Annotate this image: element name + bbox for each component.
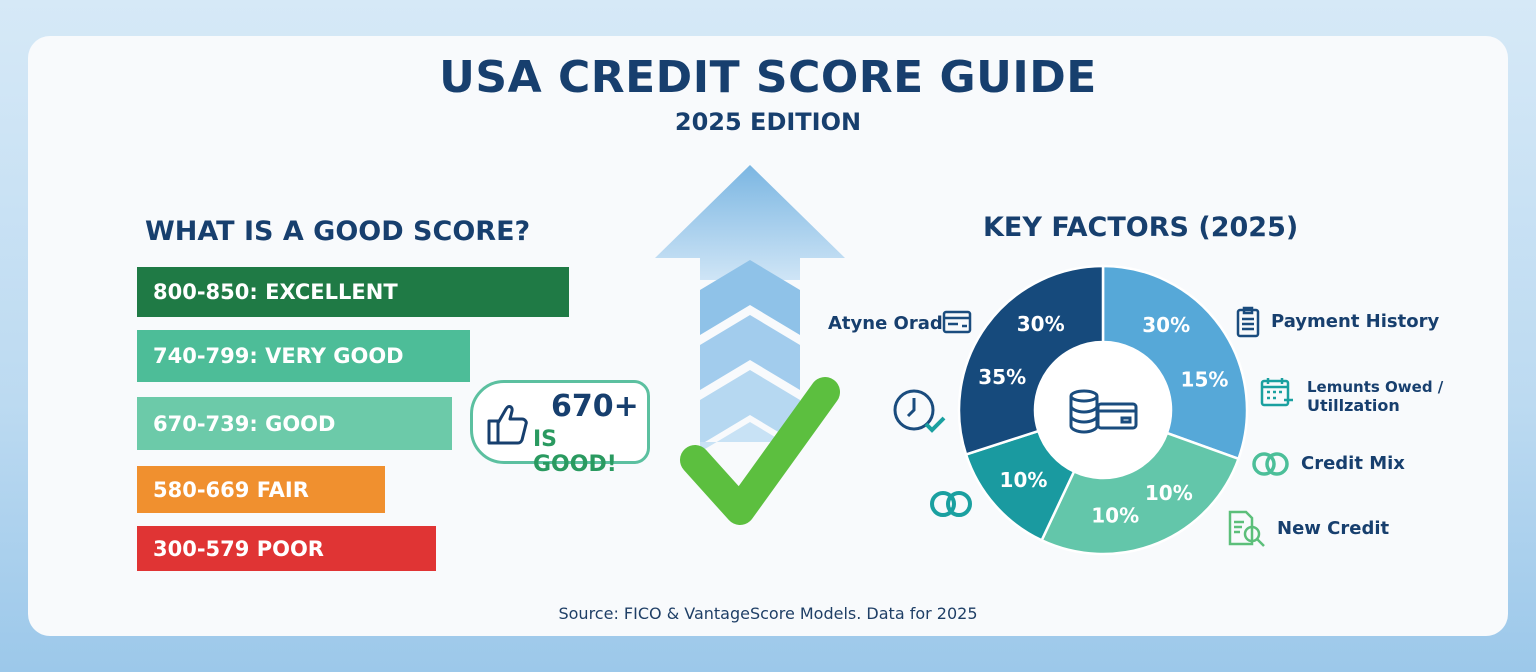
badge-text: IS GOOD! bbox=[533, 427, 617, 477]
arrow-chevron bbox=[700, 370, 800, 445]
slice-value-label: 30% bbox=[1017, 312, 1065, 336]
range-bar-very-good: 740-799: VERY GOOD bbox=[137, 330, 470, 382]
chart-title: KEY FACTORS (2025) bbox=[983, 212, 1299, 243]
arrow-chevron bbox=[700, 260, 800, 335]
document-search-icon bbox=[1228, 510, 1265, 547]
range-label: 670-739: GOOD bbox=[153, 411, 336, 436]
rings-icon bbox=[930, 491, 972, 517]
legend-utilization: Utillzation bbox=[1307, 396, 1400, 415]
slice-value-label: 10% bbox=[1000, 468, 1048, 492]
legend-card-label: Atyne Orad bbox=[828, 313, 943, 334]
coins-card-icon bbox=[1069, 389, 1138, 434]
rings-icon bbox=[1252, 452, 1289, 476]
arrow-chevron bbox=[700, 422, 800, 452]
credit-card-icon bbox=[942, 310, 972, 334]
page-title: USA CREDIT SCORE GUIDE bbox=[439, 52, 1097, 103]
slice-value-label: 30% bbox=[1142, 313, 1190, 337]
arrow-head bbox=[655, 165, 845, 280]
thumbs-up-icon bbox=[487, 405, 528, 445]
score-heading: WHAT IS A GOOD SCORE? bbox=[145, 216, 531, 247]
legend-credit-mix: Credit Mix bbox=[1301, 453, 1405, 474]
slice-value-label: 10% bbox=[1145, 481, 1193, 505]
clipboard-icon bbox=[1236, 306, 1260, 338]
up-arrow-graphic bbox=[655, 165, 845, 525]
page-subtitle: 2025 EDITION bbox=[674, 108, 862, 136]
legend-new-credit: New Credit bbox=[1277, 518, 1390, 539]
source-note: Source: FICO & VantageScore Models. Data… bbox=[558, 604, 978, 623]
slice-value-label: 10% bbox=[1091, 503, 1139, 527]
slice-value-label: 35% bbox=[978, 365, 1026, 389]
range-label: 300-579 POOR bbox=[153, 536, 324, 561]
range-label: 580-669 FAIR bbox=[153, 477, 309, 502]
badge-value: 670+ bbox=[551, 389, 639, 424]
range-label: 800-850: EXCELLENT bbox=[153, 280, 398, 304]
range-bar-fair: 580-669 FAIR bbox=[137, 466, 385, 513]
good-score-badge: 670+ IS GOOD! bbox=[470, 380, 650, 477]
arrow-chevron bbox=[700, 315, 800, 390]
range-label: 740-799: VERY GOOD bbox=[153, 344, 404, 368]
clock-check-icon bbox=[893, 389, 946, 433]
legend-payment-history: Payment History bbox=[1271, 311, 1440, 332]
range-bar-good: 670-739: GOOD bbox=[137, 397, 452, 450]
checkmark-icon bbox=[680, 377, 840, 525]
slice-value-label: 15% bbox=[1181, 367, 1229, 391]
calendar-icon bbox=[1260, 378, 1293, 407]
range-bar-excellent: 800-850: EXCELLENT bbox=[137, 267, 569, 317]
legend-amounts-owed: Lemunts Owed / bbox=[1307, 378, 1444, 396]
range-bar-poor: 300-579 POOR bbox=[137, 526, 436, 571]
